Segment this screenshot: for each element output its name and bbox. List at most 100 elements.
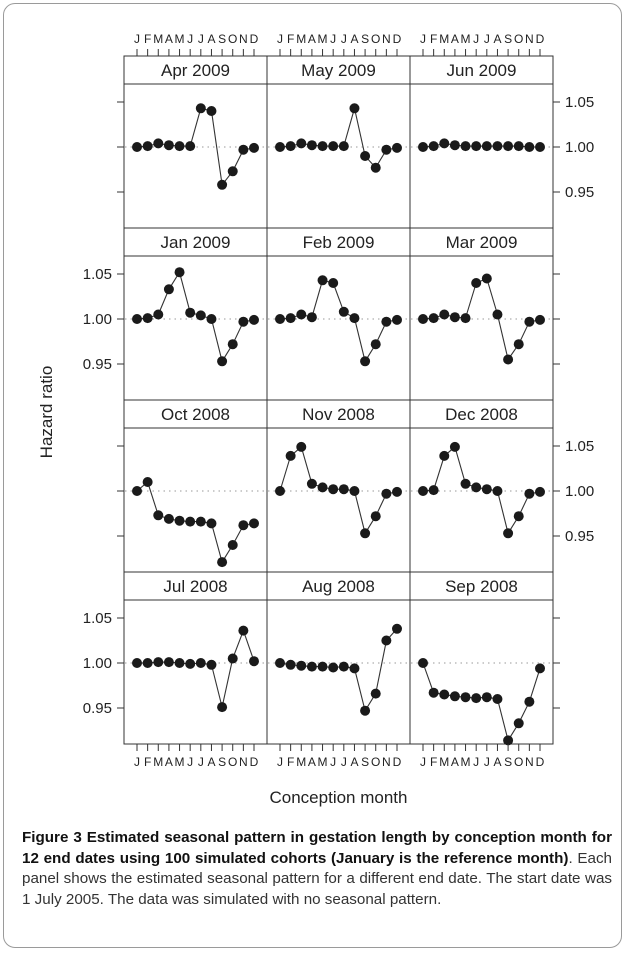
x-tick-label: S	[361, 32, 369, 46]
data-point	[296, 660, 307, 671]
data-point	[449, 691, 460, 702]
x-tick-label: F	[144, 755, 151, 769]
data-point	[392, 623, 402, 634]
data-point	[238, 316, 249, 327]
data-point	[249, 518, 259, 529]
data-point	[195, 658, 206, 668]
panel-strip	[123, 571, 268, 601]
panel-plot-area	[123, 599, 268, 745]
series-line	[422, 662, 541, 742]
data-point	[195, 516, 206, 527]
data-point	[153, 138, 164, 149]
figure-caption: Figure 3 Estimated seasonal pattern in g…	[22, 828, 612, 910]
data-point	[174, 141, 185, 152]
y-tick-label: 0.95	[83, 700, 112, 717]
data-point	[418, 486, 428, 496]
panel-strip	[409, 571, 554, 601]
data-point	[153, 510, 164, 521]
x-tick-label: J	[277, 755, 283, 769]
data-point	[360, 151, 371, 161]
data-point	[481, 484, 492, 495]
panel-plot-area	[409, 255, 554, 401]
x-tick-label: J	[341, 755, 347, 769]
data-point	[206, 518, 217, 529]
panel-title: May 2009	[301, 61, 376, 80]
data-point	[381, 488, 392, 499]
data-point	[370, 688, 381, 699]
data-point	[132, 142, 142, 152]
y-tick-label: 1.00	[565, 483, 594, 500]
x-tick-label: M	[461, 755, 471, 769]
x-tick-label: F	[144, 32, 151, 46]
x-tick-label: M	[296, 755, 306, 769]
data-point	[163, 513, 174, 524]
x-tick-label: J	[198, 755, 204, 769]
data-point	[185, 141, 196, 152]
data-point	[481, 273, 492, 284]
data-point	[275, 486, 285, 496]
data-point	[328, 484, 339, 495]
x-tick-label: N	[525, 755, 534, 769]
data-point	[238, 144, 249, 155]
panel-plot-area	[123, 255, 268, 401]
data-point	[360, 705, 371, 716]
data-point	[471, 141, 482, 152]
x-tick-label: J	[198, 32, 204, 46]
data-point	[449, 140, 460, 151]
data-point	[296, 441, 307, 452]
panel-plot-area	[266, 83, 411, 229]
x-tick-label: A	[165, 755, 173, 769]
data-point	[481, 141, 492, 152]
x-tick-label: F	[430, 755, 437, 769]
data-point	[142, 658, 153, 668]
x-tick-label: N	[382, 755, 391, 769]
data-point	[370, 162, 381, 173]
data-point	[296, 309, 307, 320]
data-point	[460, 141, 471, 152]
data-point	[524, 488, 535, 499]
panel-strip	[409, 55, 554, 85]
x-tick-label: A	[451, 755, 459, 769]
panel-title: Oct 2008	[161, 405, 230, 424]
x-tick-label: D	[393, 32, 402, 46]
data-point	[338, 306, 349, 317]
data-point	[381, 144, 392, 155]
y-tick-label: 1.05	[83, 266, 112, 283]
x-tick-label: O	[514, 32, 523, 46]
data-point	[275, 142, 285, 152]
x-tick-label: D	[536, 755, 545, 769]
data-point	[349, 663, 360, 674]
panel-title: Dec 2008	[445, 405, 518, 424]
data-point	[163, 140, 174, 151]
x-tick-label: N	[525, 32, 534, 46]
data-point	[317, 275, 328, 286]
data-point	[285, 141, 296, 152]
y-tick-label: 1.00	[83, 311, 112, 328]
x-tick-label: F	[287, 32, 294, 46]
data-point	[471, 482, 482, 493]
x-tick-label: F	[430, 32, 437, 46]
x-tick-label: N	[382, 32, 391, 46]
x-tick-label: J	[473, 32, 479, 46]
data-point	[249, 314, 259, 325]
data-point	[460, 478, 471, 489]
x-tick-label: S	[504, 755, 512, 769]
data-point	[317, 141, 328, 152]
data-point	[503, 735, 514, 746]
data-point	[338, 661, 349, 672]
x-tick-label: J	[330, 755, 336, 769]
data-point	[492, 309, 503, 320]
data-point	[392, 142, 402, 153]
x-tick-label: N	[239, 32, 248, 46]
panel-plot-area	[266, 599, 411, 745]
y-tick-label: 0.95	[83, 356, 112, 373]
x-tick-label: J	[187, 32, 193, 46]
data-point	[535, 314, 545, 325]
x-tick-label: S	[361, 755, 369, 769]
panel-title: Feb 2009	[303, 233, 375, 252]
data-point	[153, 657, 164, 668]
caption-text: . Each panel shows the estimated seasona…	[22, 849, 612, 908]
data-point	[524, 696, 535, 707]
x-tick-label: O	[228, 755, 237, 769]
